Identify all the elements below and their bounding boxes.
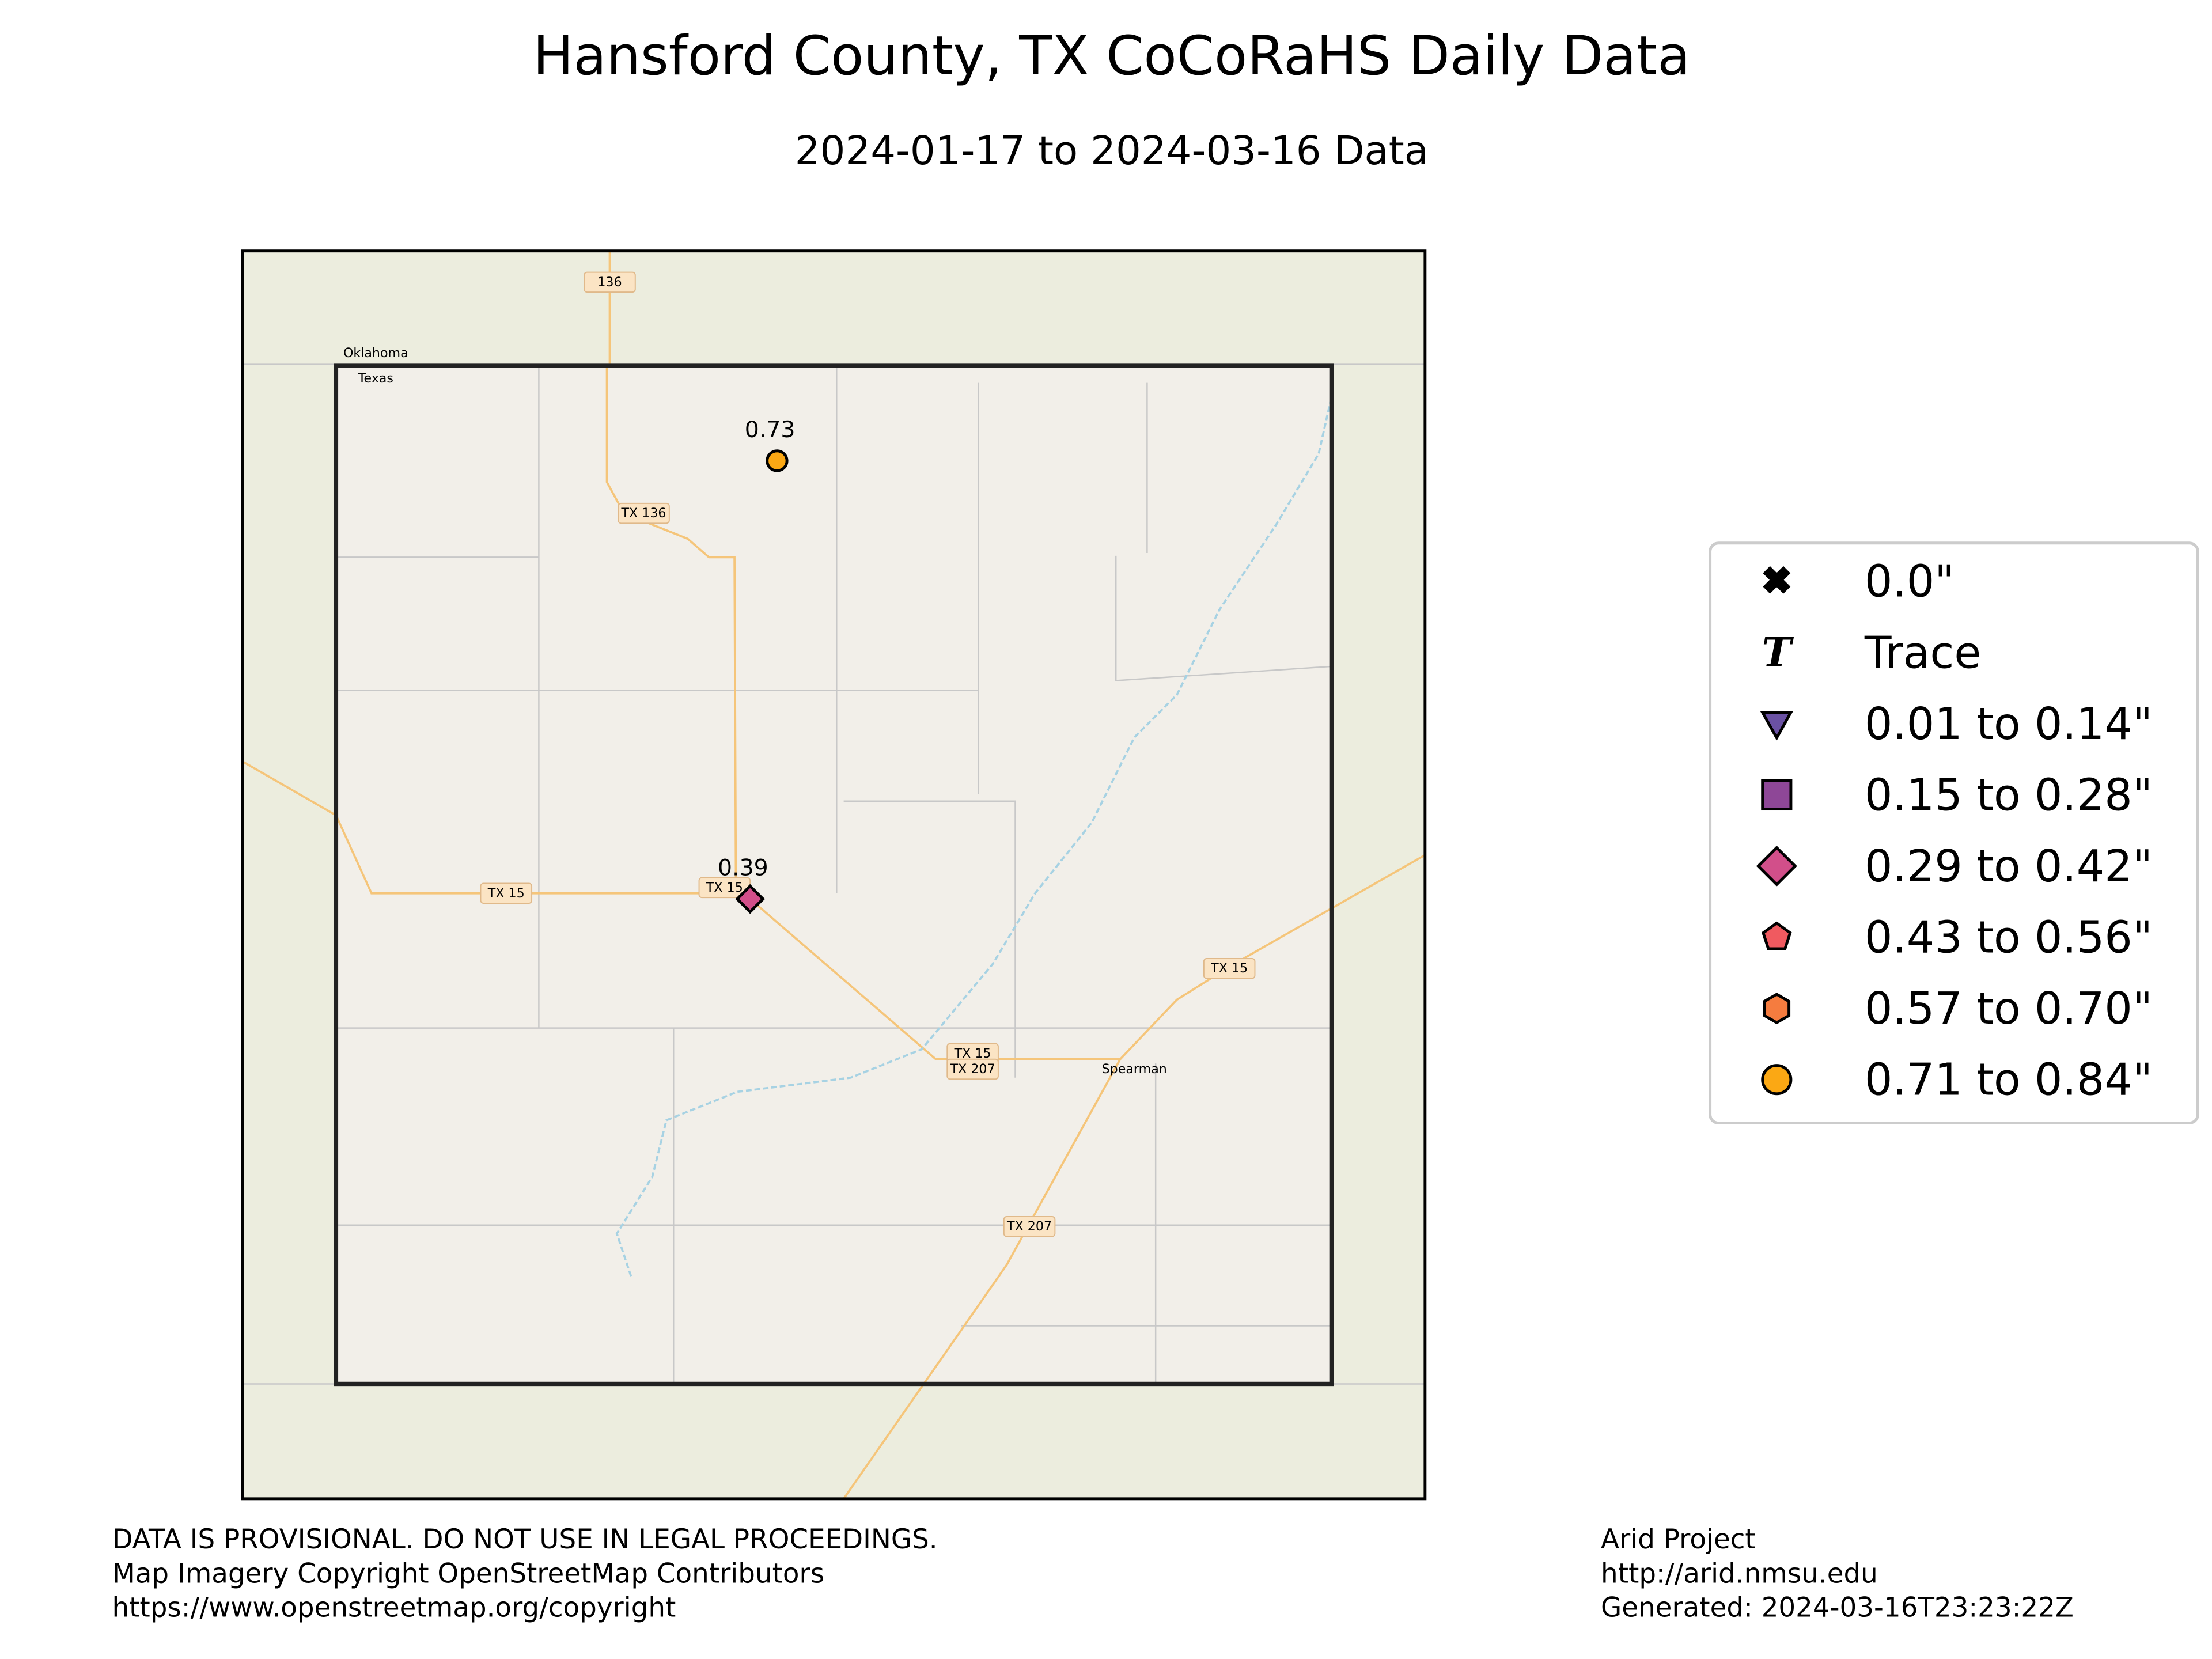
marker <box>735 884 766 914</box>
title: Hansford County, TX CoCoRaHS Daily Data <box>533 25 1690 88</box>
marker <box>1761 779 1793 811</box>
map-label: TX 136 <box>621 506 666 521</box>
legend-label: 0.43 to 0.56" <box>1865 912 2153 963</box>
marker: T <box>1762 629 1794 676</box>
subtitle: 2024-01-17 to 2024-03-16 Data <box>795 128 1429 174</box>
legend-label: 0.57 to 0.70" <box>1865 983 2153 1034</box>
road-shield <box>480 882 533 904</box>
map-label: TX 15 <box>1210 961 1248 976</box>
station-value-label: 0.73 <box>745 416 796 443</box>
legend <box>1709 541 2199 1124</box>
legend-label: 0.0" <box>1865 556 1955 607</box>
map-label: Oklahoma <box>343 346 408 361</box>
footer-text: https://www.openstreetmap.org/copyright <box>112 1592 676 1623</box>
map-label: TX 207 <box>1006 1219 1052 1234</box>
county-area <box>336 366 1332 1384</box>
county-border <box>334 363 1334 1387</box>
river <box>615 396 1333 1277</box>
footer-text: Map Imagery Copyright OpenStreetMap Cont… <box>112 1558 824 1589</box>
legend-label: 0.29 to 0.42" <box>1865 840 2153 892</box>
road-shield <box>584 271 636 293</box>
footer-text: Arid Project <box>1601 1524 1756 1555</box>
station-value-label: 0.39 <box>718 854 768 881</box>
highways <box>242 251 1426 1499</box>
marker <box>766 449 789 472</box>
road-shield <box>946 1058 999 1080</box>
legend-label: 0.71 to 0.84" <box>1865 1054 2153 1105</box>
footer-text: DATA IS PROVISIONAL. DO NOT USE IN LEGAL… <box>112 1524 937 1555</box>
map-label: TX 15 <box>706 880 743 895</box>
footer-text: Generated: 2024-03-16T23:23:22Z <box>1601 1592 2074 1623</box>
marker <box>1762 921 1792 950</box>
legend-label: Trace <box>1864 627 1981 678</box>
marker: ✖ <box>1761 560 1792 603</box>
map-label: TX 15 <box>954 1046 991 1061</box>
map-label: Texas <box>358 371 393 386</box>
road-shield <box>618 502 670 524</box>
marker <box>1756 846 1797 887</box>
map-label: 136 <box>597 275 622 290</box>
marker <box>1761 1064 1793 1096</box>
legend-label: 0.01 to 0.14" <box>1865 698 2153 749</box>
legend-label: 0.15 to 0.28" <box>1865 769 2153 820</box>
marker <box>1763 993 1791 1025</box>
road-shield <box>1003 1216 1056 1237</box>
map-label: TX 207 <box>950 1062 995 1077</box>
map-frame <box>241 249 1427 1501</box>
map-label: Spearman <box>1102 1062 1167 1077</box>
road-shield <box>1203 958 1256 979</box>
footer-text: http://arid.nmsu.edu <box>1601 1558 1878 1589</box>
marker <box>1760 711 1794 741</box>
map-label: TX 15 <box>487 886 525 901</box>
